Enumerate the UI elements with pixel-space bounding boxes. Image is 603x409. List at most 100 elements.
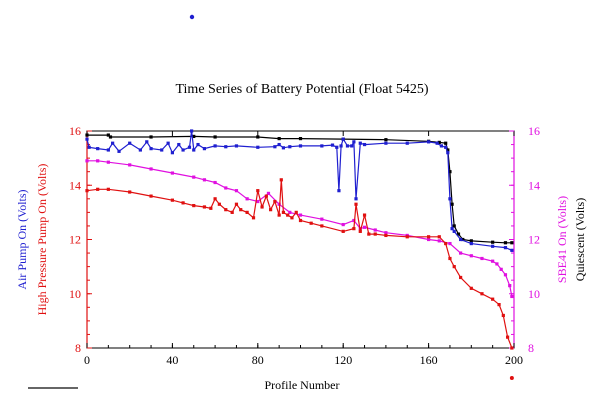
series-point (213, 180, 217, 185)
plot-area: 0 40 80 120 160 200 8 8 10 10 12 12 14 14 16 16 (69, 124, 540, 380)
series-point (339, 144, 343, 148)
series-point (256, 189, 260, 193)
series-line (86, 179, 513, 349)
series-point (96, 187, 100, 191)
series-point (256, 135, 260, 139)
series-point (106, 133, 110, 137)
series-point (202, 147, 207, 151)
series-point (85, 189, 89, 193)
series-point (245, 197, 249, 201)
series-point (279, 178, 283, 182)
series-point (298, 136, 303, 141)
series-point (444, 145, 448, 149)
series-point (234, 189, 239, 193)
series-point (106, 160, 110, 164)
series-point (85, 137, 89, 141)
series-point (446, 148, 450, 152)
series-point (330, 143, 335, 147)
series-point (508, 284, 512, 288)
x-tick-label: 0 (84, 353, 90, 367)
series-point (444, 241, 448, 246)
series-point (192, 134, 196, 139)
series-point (160, 148, 164, 152)
y-tick-label-right: 12 (528, 233, 540, 247)
series-point (149, 147, 153, 151)
series-point (448, 256, 452, 261)
series-point (128, 141, 132, 145)
series-point (256, 145, 260, 149)
series-point (491, 259, 495, 263)
right-axis-label: SBE41 On (Volts) (555, 196, 569, 283)
series-point (448, 241, 452, 246)
x-tick-label: 120 (334, 353, 352, 367)
series-point (362, 213, 367, 217)
series-point (350, 144, 354, 148)
series-line (87, 160, 513, 297)
series-point (373, 232, 377, 236)
series-point (106, 187, 110, 191)
x-tick-label: 40 (166, 353, 178, 367)
series-point (224, 186, 228, 190)
series-point (181, 201, 185, 205)
series-point (352, 140, 356, 144)
series-point (192, 175, 196, 179)
series-point (85, 159, 89, 163)
series-3 (85, 178, 514, 350)
right-axis-labels: SBE41 On (Volts) Quiescent (Volts) (555, 196, 587, 283)
series-point (439, 144, 444, 148)
series-point (452, 229, 456, 233)
series-point (459, 237, 463, 242)
series-point (187, 145, 192, 149)
series-point (354, 197, 358, 201)
series-point (352, 227, 356, 231)
x-tick-label: 200 (505, 353, 523, 367)
series-1 (85, 129, 514, 252)
series-point (217, 202, 221, 206)
series-point (352, 218, 356, 223)
series-point (209, 206, 213, 210)
series-point (337, 189, 341, 193)
series-point (260, 205, 264, 209)
series-point (213, 197, 217, 201)
x-tick-label: 80 (252, 353, 264, 367)
series-point (320, 224, 324, 228)
series-point (362, 142, 367, 147)
left-axis-label: High Pressure Pump On (Volts) (35, 164, 49, 316)
footnote-mark (28, 387, 78, 389)
series-point (286, 213, 290, 217)
series-point (149, 135, 153, 139)
series-point (510, 346, 514, 350)
series-point (288, 210, 292, 214)
series-point (298, 144, 303, 148)
series-point (503, 246, 508, 250)
series-point (469, 286, 473, 290)
series-point (503, 241, 508, 245)
series-point (177, 142, 181, 147)
series-point (452, 224, 456, 228)
series-point (281, 146, 286, 150)
series-point (437, 235, 441, 239)
right-axis-label: Quiescent (Volts) (573, 198, 587, 281)
series-point (192, 203, 196, 208)
series-point (245, 210, 249, 214)
x-axis-label: Profile Number (265, 378, 340, 392)
series-point (384, 233, 388, 238)
series-point (362, 225, 367, 229)
series-point (213, 135, 217, 139)
series-point (480, 292, 484, 296)
series-point (427, 140, 431, 144)
series-point (435, 141, 439, 145)
series-point (269, 208, 273, 212)
series-point (290, 216, 294, 220)
series-point (239, 208, 243, 212)
series-point (149, 194, 153, 198)
series-point (213, 144, 217, 148)
series-point (181, 148, 185, 152)
series-point (358, 141, 362, 145)
series-point (224, 208, 228, 212)
series-point (264, 194, 268, 198)
series-point (202, 205, 207, 209)
y-tick-label-left: 16 (69, 124, 81, 138)
series-point (309, 221, 313, 225)
